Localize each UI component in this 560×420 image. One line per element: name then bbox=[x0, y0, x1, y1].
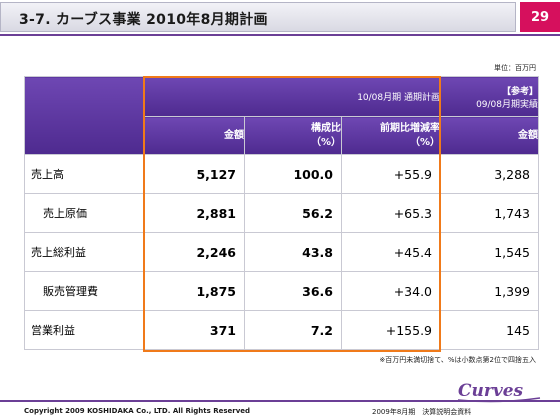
row-label: 売上原価 bbox=[24, 193, 145, 233]
ratio-cell: 56.2 bbox=[244, 193, 342, 233]
prev-cell: 3,288 bbox=[440, 154, 539, 194]
slide-header: 3-7. カーブス事業 2010年8月期計画 29 bbox=[0, 0, 560, 34]
yoy-cell: +55.9 bbox=[341, 154, 441, 194]
row-label: 売上高 bbox=[24, 154, 145, 194]
row-label: 営業利益 bbox=[24, 310, 145, 350]
amount-cell: 5,127 bbox=[144, 154, 245, 194]
plan-table: 10/08月期 通期計画 【参考】 09/08月期実績 金額 構成比 （%） 前… bbox=[24, 76, 539, 350]
col-yoy-label: 前期比増減率 bbox=[380, 122, 440, 134]
table-row: 売上高 5,127 100.0 +55.9 3,288 bbox=[24, 154, 539, 194]
prev-cell: 145 bbox=[440, 310, 539, 350]
prev-cell: 1,399 bbox=[440, 271, 539, 311]
amount-cell: 2,881 bbox=[144, 193, 245, 233]
amount-cell: 1,875 bbox=[144, 271, 245, 311]
reference-label-line2: 09/08月期実績 bbox=[476, 99, 538, 110]
row-label: 販売管理費 bbox=[24, 271, 145, 311]
yoy-cell: +65.3 bbox=[341, 193, 441, 233]
ratio-cell: 7.2 bbox=[244, 310, 342, 350]
document-title: 2009年8月期 決算説明会資料 bbox=[372, 408, 472, 416]
col-ratio-label: 構成比 bbox=[311, 122, 341, 134]
reference-label-line1: 【参考】 bbox=[501, 86, 538, 97]
yoy-cell: +45.4 bbox=[341, 232, 441, 272]
col-ratio: 構成比 （%） bbox=[244, 116, 342, 155]
unit-note: 単位：百万円 bbox=[494, 64, 536, 72]
row-label: 売上総利益 bbox=[24, 232, 145, 272]
ratio-cell: 43.8 bbox=[244, 232, 342, 272]
header-row-columns: 金額 構成比 （%） 前期比増減率 （%） 金額 bbox=[25, 116, 539, 155]
prev-cell: 1,743 bbox=[440, 193, 539, 233]
col-yoy: 前期比増減率 （%） bbox=[341, 116, 441, 155]
header-divider bbox=[0, 34, 560, 36]
footnote: ※百万円未満切捨て、%は小数点第2位で四捨五入 bbox=[379, 356, 536, 364]
col-ref-amount: 金額 bbox=[440, 116, 539, 155]
col-ratio-unit: （%） bbox=[310, 136, 341, 148]
footer-divider bbox=[0, 400, 560, 402]
prev-cell: 1,545 bbox=[440, 232, 539, 272]
slide-title: 3-7. カーブス事業 2010年8月期計画 bbox=[19, 12, 268, 28]
ratio-cell: 36.6 bbox=[244, 271, 342, 311]
title-bar: 3-7. カーブス事業 2010年8月期計画 bbox=[0, 2, 516, 32]
col-amount: 金額 bbox=[144, 116, 245, 155]
yoy-cell: +155.9 bbox=[341, 310, 441, 350]
logo-text: Curves bbox=[458, 381, 524, 401]
header-row-group: 10/08月期 通期計画 【参考】 09/08月期実績 bbox=[24, 76, 539, 155]
plan-group-header: 10/08月期 通期計画 bbox=[144, 76, 441, 117]
reference-header: 【参考】 09/08月期実績 bbox=[440, 76, 539, 117]
table-row: 売上総利益 2,246 43.8 +45.4 1,545 bbox=[24, 232, 539, 272]
yoy-cell: +34.0 bbox=[341, 271, 441, 311]
ratio-cell: 100.0 bbox=[244, 154, 342, 194]
table-row: 営業利益 371 7.2 +155.9 145 bbox=[24, 310, 539, 350]
page-number-badge: 29 bbox=[520, 2, 560, 32]
table-row: 売上原価 2,881 56.2 +65.3 1,743 bbox=[24, 193, 539, 233]
copyright-text: Copyright 2009 KOSHIDAKA Co., LTD. All R… bbox=[24, 407, 251, 415]
amount-cell: 371 bbox=[144, 310, 245, 350]
table-row: 販売管理費 1,875 36.6 +34.0 1,399 bbox=[24, 271, 539, 311]
col-yoy-unit: （%） bbox=[409, 136, 440, 148]
corner-cell bbox=[24, 76, 145, 155]
amount-cell: 2,246 bbox=[144, 232, 245, 272]
